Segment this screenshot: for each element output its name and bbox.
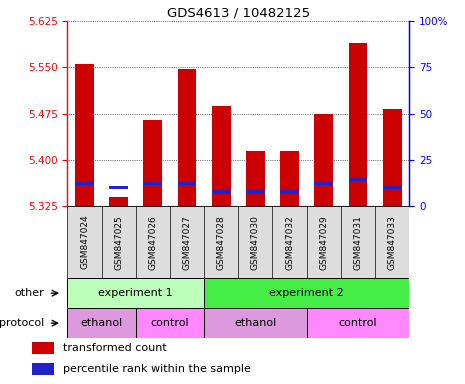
Bar xyxy=(212,106,231,206)
Text: GSM847026: GSM847026 xyxy=(148,215,157,270)
Text: GSM847033: GSM847033 xyxy=(388,215,397,270)
Bar xyxy=(383,186,401,189)
Text: control: control xyxy=(151,318,189,328)
Text: GSM847032: GSM847032 xyxy=(285,215,294,270)
Bar xyxy=(75,182,94,185)
Bar xyxy=(383,109,401,206)
Text: experiment 2: experiment 2 xyxy=(269,288,344,298)
Text: ethanol: ethanol xyxy=(234,318,277,328)
Title: GDS4613 / 10482125: GDS4613 / 10482125 xyxy=(167,7,310,20)
Bar xyxy=(246,190,265,194)
Bar xyxy=(204,308,306,338)
Bar xyxy=(246,151,265,206)
Bar xyxy=(314,182,333,185)
Bar xyxy=(144,182,162,185)
Text: GSM847030: GSM847030 xyxy=(251,215,260,270)
Bar xyxy=(178,182,196,185)
Text: GSM847031: GSM847031 xyxy=(353,215,362,270)
Text: percentile rank within the sample: percentile rank within the sample xyxy=(62,364,251,374)
Text: GSM847027: GSM847027 xyxy=(183,215,192,270)
Bar xyxy=(306,308,409,338)
Bar xyxy=(314,114,333,206)
Text: GSM847025: GSM847025 xyxy=(114,215,123,270)
Bar xyxy=(204,278,409,308)
Bar xyxy=(178,69,196,206)
Text: experiment 1: experiment 1 xyxy=(99,288,173,298)
Bar xyxy=(32,363,54,375)
Text: other: other xyxy=(14,288,44,298)
Bar xyxy=(144,120,162,206)
Text: protocol: protocol xyxy=(0,318,44,328)
Text: GSM847024: GSM847024 xyxy=(80,215,89,270)
Text: transformed count: transformed count xyxy=(62,343,166,353)
Bar xyxy=(109,186,128,189)
Bar xyxy=(280,190,299,194)
Text: GSM847028: GSM847028 xyxy=(217,215,226,270)
Bar xyxy=(280,151,299,206)
Bar xyxy=(136,308,204,338)
Bar xyxy=(349,178,367,181)
Bar xyxy=(75,65,94,206)
Text: ethanol: ethanol xyxy=(80,318,123,328)
Text: control: control xyxy=(339,318,377,328)
Bar xyxy=(67,308,136,338)
Bar xyxy=(349,43,367,206)
Text: GSM847029: GSM847029 xyxy=(319,215,328,270)
Bar xyxy=(67,278,204,308)
Bar xyxy=(109,197,128,206)
Bar xyxy=(32,343,54,354)
Bar xyxy=(212,190,231,194)
